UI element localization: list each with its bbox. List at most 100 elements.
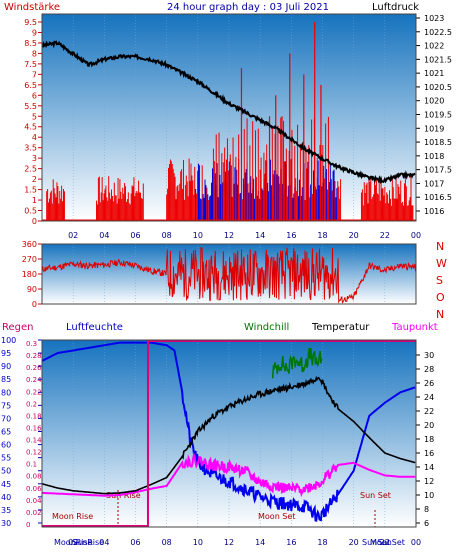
temperature-tick-label: 14 <box>424 463 434 472</box>
humidity-tick-label: 95 <box>1 349 11 358</box>
humidity-tick-label: 80 <box>1 388 11 397</box>
pressure-tick-label: 1019.5 <box>424 111 452 120</box>
bottom-moonset-label: MoonSet <box>370 538 405 547</box>
wind-tick-label: 6.5 <box>24 81 37 90</box>
x-tick-label: 22 <box>380 538 390 547</box>
bottom-sunset-label: SunSet <box>362 538 390 547</box>
humidity-tick-label: 70 <box>1 414 11 423</box>
x-tick-label: 06 <box>130 231 140 240</box>
pressure-line <box>41 40 416 185</box>
humidity-tick-label: 75 <box>1 401 11 410</box>
pressure-tick-label: 1016 <box>424 207 444 216</box>
rain-tick-label: 0.28 <box>26 352 42 360</box>
x-tick-label: 04 <box>99 538 109 547</box>
pressure-tick-label: 1022.5 <box>424 28 452 37</box>
x-tick-label: 18 <box>317 231 327 240</box>
rain-tick-label: 0.3 <box>26 340 37 348</box>
humidity-tick-label: 60 <box>1 441 11 450</box>
direction-tick-label: 0 <box>32 300 37 309</box>
pressure-tick-label: 1020.5 <box>424 83 452 92</box>
direction-tick-label: 180 <box>22 270 37 279</box>
pressure-tick-label: 1021 <box>424 69 444 78</box>
compass-label: S <box>436 274 443 287</box>
direction-tick-label: 270 <box>22 255 37 264</box>
x-tick-label: 02 <box>68 538 78 547</box>
rain-tick-label: 0.04 <box>26 497 42 505</box>
x-tick-label: 10 <box>193 538 203 547</box>
temperature-tick-label: 26 <box>424 379 434 388</box>
compass-label: N <box>436 308 444 321</box>
wind-tick-label: 7.5 <box>24 60 37 69</box>
humidity-tick-label: 90 <box>1 362 11 371</box>
temperature-tick-label: 28 <box>424 365 434 374</box>
x-tick-label: 02 <box>68 231 78 240</box>
pressure-tick-label: 1023 <box>424 14 444 23</box>
compass-label: W <box>436 257 447 270</box>
moon-set-label: Moon Set <box>258 512 295 521</box>
wind-y-axis-ticks: 9.59 8.58 7.57 6.56 5.55 4.54 3.53 2.52 1.51 0.50 <box>24 18 42 226</box>
pressure-tick-label: 1017.5 <box>424 166 452 175</box>
humidity-tick-label: 55 <box>1 454 11 463</box>
sun-markers: Sun Rise Sun Set Moon Rise Moon Set <box>52 490 391 527</box>
humidity-legend: Luftfeuchte <box>66 322 123 333</box>
x-tick-label: 20 <box>349 231 359 240</box>
temperature-y-axis-ticks: 30 28 26 24 22 20 18 16 14 12 10 8 6 <box>416 351 434 528</box>
wind-tick-label: 3.5 <box>24 144 37 153</box>
pressure-tick-label: 1016.5 <box>424 193 452 202</box>
humidity-tick-label: 30 <box>1 519 11 528</box>
wind-tick-label: 4 <box>32 133 37 142</box>
x-tick-label: 14 <box>255 538 265 547</box>
rain-marker <box>42 340 416 527</box>
wind-tick-label: 4.5 <box>24 123 37 132</box>
dewpoint-legend: Taupunkt <box>391 322 438 333</box>
pressure-y-axis-ticks: 1023 1022.5 1022 1021.5 1021 1020.5 1020 1019.5… <box>416 14 452 216</box>
x-tick-label: 00 <box>411 538 421 547</box>
temperature-tick-label: 30 <box>424 351 434 360</box>
temperature-tick-label: 22 <box>424 407 434 416</box>
pressure-tick-label: 1020 <box>424 97 444 106</box>
header-center-title: 24 hour graph day : 03 Juli 2021 <box>167 2 329 13</box>
wind-tick-label: 9 <box>32 28 37 37</box>
dewpoint-line <box>42 451 416 498</box>
wind-tick-label: 8.5 <box>24 39 37 48</box>
wind-tick-label: 1 <box>32 196 37 205</box>
rain-tick-label: 0.1 <box>26 461 37 469</box>
x-tick-label: 18 <box>317 538 327 547</box>
humidity-tick-label: 40 <box>1 493 11 502</box>
rain-legend: Regen <box>2 322 34 333</box>
wind-tick-label: 2.5 <box>24 165 37 174</box>
wind-pressure-panel: 9.598.587.576.565.554.543.532.521.510.50… <box>24 13 452 240</box>
pressure-tick-label: 1017 <box>424 179 444 188</box>
x-tick-label: 20 <box>349 538 359 547</box>
x-tick-label: 12 <box>224 231 234 240</box>
temperature-tick-label: 16 <box>424 449 434 458</box>
temperature-tick-label: 10 <box>424 491 434 500</box>
x-tick-label: 00 <box>411 231 421 240</box>
bottom-sunrise-label: SunRise <box>72 538 104 547</box>
x-tick-label: 06 <box>130 538 140 547</box>
temperature-tick-label: 12 <box>424 477 434 486</box>
rain-y-axis-ticks: 0.3 0.28 0.26 0.24 0.22 0.2 0.18 0.16 0.14 0.12 0.… <box>26 340 42 529</box>
rain-tick-label: 0 <box>26 521 30 529</box>
header-right-title: Luftdruck <box>372 2 419 13</box>
humidity-y-axis-ticks: 100 95 90 85 80 75 70 65 60 55 50 45 40 35 30 <box>1 336 42 528</box>
sun-set-label: Sun Set <box>360 491 391 500</box>
pressure-tick-label: 1018.5 <box>424 138 452 147</box>
wind-direction-line <box>41 246 417 304</box>
pressure-tick-label: 1022 <box>424 42 444 51</box>
compass-label: N <box>436 240 444 253</box>
humidity-line <box>41 341 416 522</box>
rain-tick-label: 0.08 <box>26 473 42 481</box>
temperature-tick-label: 6 <box>424 519 429 528</box>
x-tick-label: 16 <box>286 231 296 240</box>
temperature-line <box>41 375 416 495</box>
rain-tick-label: 0.24 <box>26 376 42 384</box>
x-tick-label: 08 <box>162 538 172 547</box>
wind-tick-label: 3 <box>32 154 37 163</box>
rain-tick-label: 0.02 <box>26 509 42 517</box>
temperature-legend: Temperatur <box>311 322 370 333</box>
compass-label: O <box>436 291 445 304</box>
temperature-tick-label: 8 <box>424 505 429 514</box>
